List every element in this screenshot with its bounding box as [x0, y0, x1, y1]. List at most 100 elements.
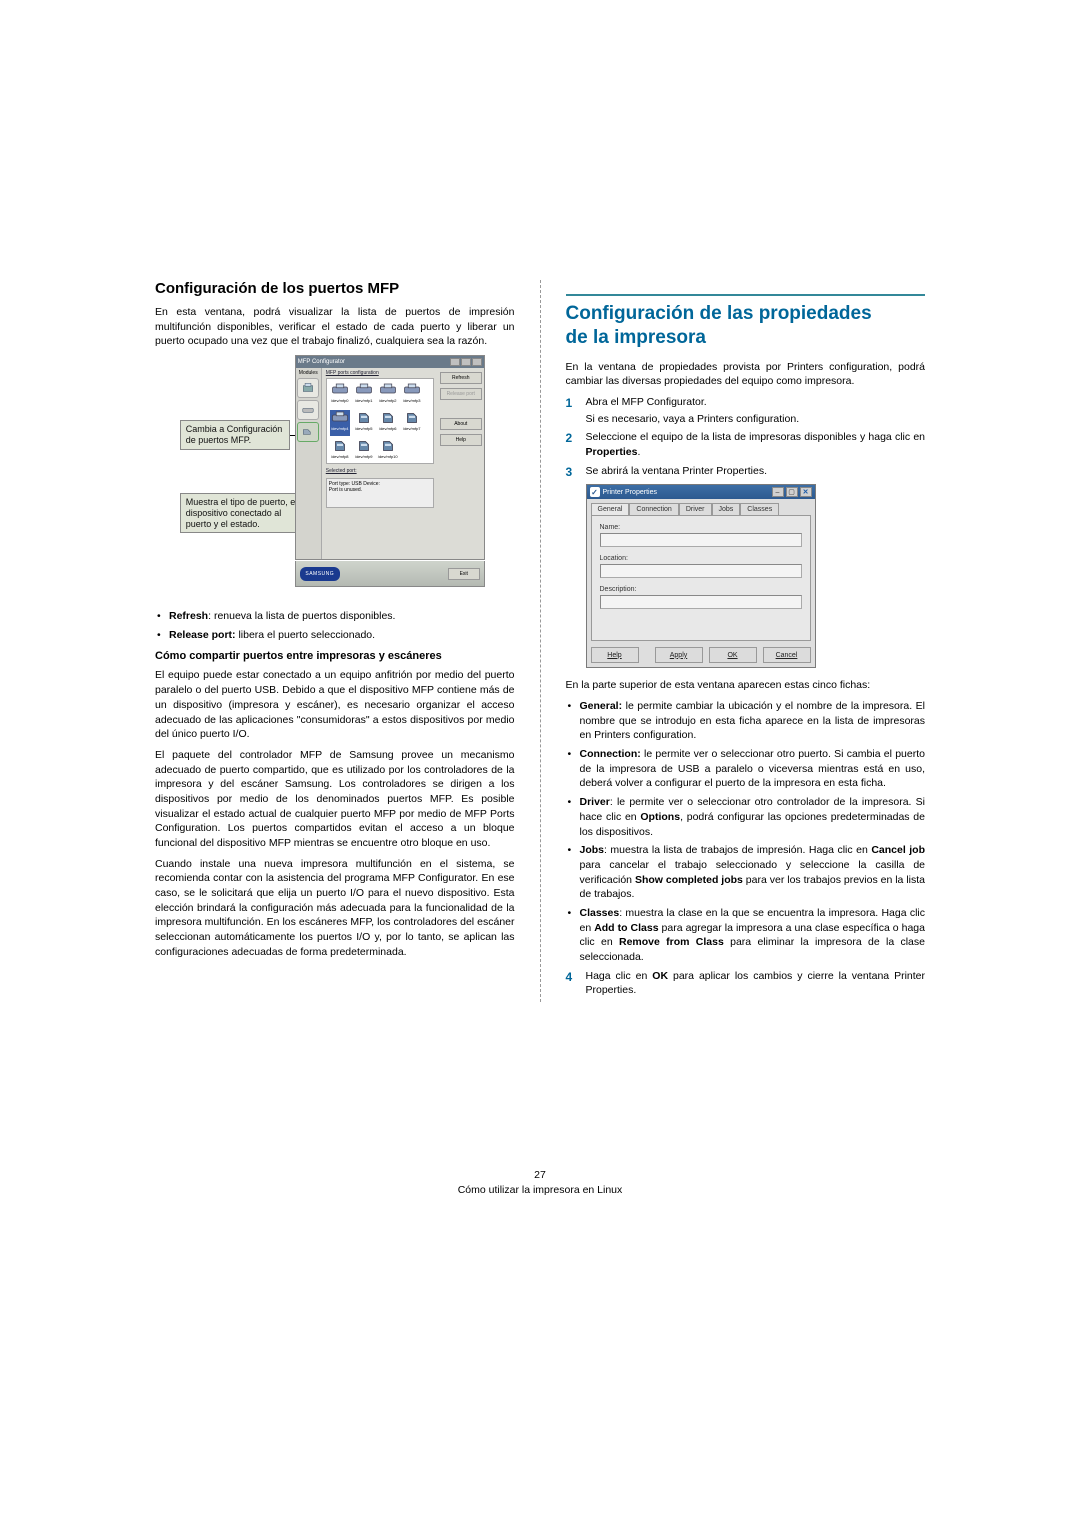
footer-line: Cómo utilizar la impresora en Linux — [0, 1183, 1080, 1198]
port-item[interactable]: /dev/mfp6 — [378, 410, 398, 436]
left-h3: Cómo compartir puertos entre impresoras … — [155, 650, 515, 662]
tab-description-item: Classes: muestra la clase en la que se e… — [566, 906, 926, 965]
callout-change-config: Cambia a Configuración de puertos MFP. — [180, 420, 290, 450]
about-button[interactable]: About — [440, 418, 482, 430]
port-item[interactable]: /dev/mfp0 — [330, 382, 350, 408]
help-button[interactable]: Help — [440, 434, 482, 446]
printer-properties-screenshot: ✓ Printer Properties – ▢ ✕ GeneralConnec… — [586, 484, 816, 668]
right-column: Configuración de las propiedades de la i… — [566, 280, 926, 1002]
titlebar2: ✓ Printer Properties – ▢ ✕ — [587, 485, 815, 499]
tabs-row: GeneralConnectionDriverJobsClasses — [591, 503, 811, 515]
step-number: 4 — [566, 969, 573, 986]
refresh-button[interactable]: Refresh — [440, 372, 482, 384]
list-item: Refresh: renueva la lista de puertos dis… — [155, 609, 515, 624]
close-icon[interactable]: ✕ — [800, 487, 812, 497]
maximize-icon[interactable]: ▢ — [786, 487, 798, 497]
h1-line2: de la impresora — [566, 327, 706, 348]
step-item: 3Se abrirá la ventana Printer Properties… — [566, 464, 926, 479]
tab-description-item: Connection: le permite ver o seleccionar… — [566, 747, 926, 791]
close-icon[interactable] — [472, 358, 482, 366]
port-item[interactable]: /dev/mfp8 — [330, 438, 350, 464]
tab-description-item: Jobs: muestra la lista de trabajos de im… — [566, 843, 926, 902]
text-input[interactable] — [600, 564, 802, 578]
tab-jobs[interactable]: Jobs — [712, 503, 741, 515]
ok-button[interactable]: OK — [709, 647, 757, 663]
step-number: 3 — [566, 464, 573, 481]
left-p2: El paquete del controlador MFP de Samsun… — [155, 748, 515, 851]
page-footer: 27 Cómo utilizar la impresora en Linux — [0, 1168, 1080, 1197]
port-item[interactable]: /dev/mfp10 — [378, 438, 398, 464]
right-intro: En la ventana de propiedades provista po… — [566, 360, 926, 389]
field-location: Location: — [600, 555, 802, 578]
tab-classes[interactable]: Classes — [740, 503, 779, 515]
port-item[interactable]: /dev/mfp5 — [354, 410, 374, 436]
release-port-button[interactable]: Release port — [440, 388, 482, 400]
page-number: 27 — [0, 1168, 1080, 1183]
general-panel: Name: Location: Description: — [591, 515, 811, 641]
steps-list: 1Abra el MFP Configurator. Si es necesari… — [566, 395, 926, 478]
samsung-logo: SAMSUNG — [300, 567, 340, 581]
list-item: Release port: libera el puerto seleccion… — [155, 628, 515, 643]
right-h1: Configuración de las propiedades de la i… — [566, 302, 926, 350]
heading-rule — [566, 294, 926, 296]
mfp-configurator-screenshot: Cambia a Configuración de puertos MFP. M… — [180, 355, 490, 595]
step4-pre: Haga clic en — [586, 970, 653, 982]
step4-item: 4 Haga clic en OK para aplicar los cambi… — [566, 969, 926, 998]
port-item[interactable]: /dev/mfp1 — [354, 382, 374, 408]
apply-button[interactable]: Apply — [655, 647, 703, 663]
tab-driver[interactable]: Driver — [679, 503, 712, 515]
dialog-buttons: Help Apply OK Cancel — [591, 647, 811, 663]
tab-description-item: General: le permite cambiar la ubicación… — [566, 699, 926, 743]
column-separator — [540, 280, 541, 1002]
text-input[interactable] — [600, 595, 802, 609]
text-input[interactable] — [600, 533, 802, 547]
field-name: Name: — [600, 524, 802, 547]
selected-port-label: Selected port: — [326, 468, 434, 474]
port-item[interactable]: /dev/mfp4 — [330, 410, 350, 436]
printers-module-icon[interactable] — [297, 378, 319, 398]
step-note: Si es necesario, vaya a Printers configu… — [566, 412, 926, 427]
selected-line2: Port is unused. — [329, 487, 431, 493]
h1-line1: Configuración de las propiedades — [566, 303, 872, 324]
modules-label: Modules — [296, 370, 321, 376]
maximize-icon[interactable] — [461, 358, 471, 366]
cancel-button[interactable]: Cancel — [763, 647, 811, 663]
tabs-intro: En la parte superior de esta ventana apa… — [566, 678, 926, 693]
left-bullets: Refresh: renueva la lista de puertos dis… — [155, 609, 515, 642]
left-p3: Cuando instale una nueva impresora multi… — [155, 857, 515, 960]
callout-port-type: Muestra el tipo de puerto, el dispositiv… — [180, 493, 308, 533]
left-column: Configuración de los puertos MFP En esta… — [155, 280, 515, 1002]
ports-area-label: MFP ports configuration — [326, 370, 434, 376]
step-number: 1 — [566, 395, 573, 412]
port-item[interactable]: /dev/mfp7 — [402, 410, 422, 436]
left-intro: En esta ventana, podrá visualizar la lis… — [155, 305, 515, 349]
step-item: 1Abra el MFP Configurator. — [566, 395, 926, 410]
tab-connection[interactable]: Connection — [629, 503, 678, 515]
port-item[interactable]: /dev/mfp9 — [354, 438, 374, 464]
step-item: 2Seleccione el equipo de la lista de imp… — [566, 430, 926, 459]
minimize-icon[interactable]: – — [772, 487, 784, 497]
selected-port-info: Port type: USB Device: Port is unused. — [326, 478, 434, 508]
tab-general[interactable]: General — [591, 503, 630, 515]
ports-grid: /dev/mfp0/dev/mfp1/dev/mfp2/dev/mfp3/dev… — [326, 378, 434, 464]
titlebar: MFP Configurator — [296, 356, 484, 368]
side-buttons: Refresh Release port About Help — [438, 368, 484, 559]
step4-b: OK — [652, 970, 668, 982]
window-footer: SAMSUNG Exit — [295, 561, 485, 587]
left-h2: Configuración de los puertos MFP — [155, 280, 515, 297]
step-number: 2 — [566, 430, 573, 447]
field-label: Description: — [600, 586, 802, 593]
ports-module-icon[interactable] — [297, 422, 319, 442]
scanners-module-icon[interactable] — [297, 400, 319, 420]
minimize-icon[interactable] — [450, 358, 460, 366]
port-item[interactable]: /dev/mfp3 — [402, 382, 422, 408]
mfp-window: MFP Configurator Modules — [295, 355, 485, 560]
tab-description-item: Driver: le permite ver o seleccionar otr… — [566, 795, 926, 839]
modules-sidebar: Modules — [296, 368, 322, 559]
exit-button[interactable]: Exit — [448, 568, 480, 580]
port-item[interactable]: /dev/mfp2 — [378, 382, 398, 408]
left-p1: El equipo puede estar conectado a un equ… — [155, 668, 515, 741]
field-label: Location: — [600, 555, 802, 562]
help-button[interactable]: Help — [591, 647, 639, 663]
window-menu-icon[interactable]: ✓ — [590, 487, 600, 497]
